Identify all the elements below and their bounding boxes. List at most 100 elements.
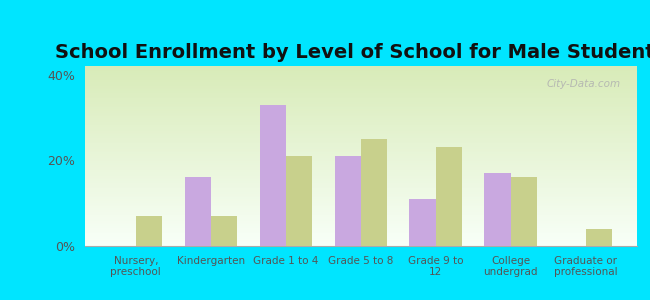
Bar (586, 229, 612, 246)
Bar (84, 79, 637, 80)
Bar (84, 151, 637, 152)
Bar (84, 210, 637, 212)
Bar (84, 109, 637, 111)
Bar (84, 118, 637, 120)
Bar (84, 104, 637, 106)
Bar (410, 199, 436, 246)
Bar (511, 177, 537, 246)
Bar (84, 185, 637, 187)
Bar (84, 226, 637, 228)
Bar (84, 244, 637, 246)
Bar (84, 212, 637, 214)
Bar (84, 190, 637, 192)
Bar (84, 172, 637, 174)
Bar (84, 237, 637, 239)
Bar (84, 214, 637, 215)
Bar (84, 223, 637, 224)
Bar (84, 160, 637, 161)
Bar (361, 139, 387, 246)
Bar (286, 156, 312, 246)
Bar (84, 95, 637, 97)
Bar (84, 201, 637, 203)
Text: City-Data.com: City-Data.com (546, 79, 620, 88)
Bar (84, 143, 637, 145)
Bar (84, 219, 637, 221)
Bar (84, 98, 637, 100)
Bar (84, 239, 637, 241)
Bar (84, 100, 637, 102)
Bar (84, 70, 637, 71)
Bar (136, 216, 162, 246)
Bar (84, 66, 637, 68)
Bar (84, 91, 637, 93)
Bar (84, 68, 637, 70)
Bar (84, 140, 637, 142)
Bar (84, 199, 637, 201)
Bar (335, 156, 361, 246)
Bar (84, 84, 637, 86)
Bar (84, 178, 637, 179)
Bar (84, 120, 637, 122)
Bar (84, 125, 637, 127)
Bar (84, 241, 637, 242)
Bar (211, 216, 237, 246)
Bar (84, 215, 637, 217)
Bar (84, 163, 637, 165)
Bar (84, 206, 637, 208)
Bar (84, 73, 637, 75)
Bar (84, 86, 637, 88)
Bar (84, 224, 637, 226)
Bar (84, 149, 637, 151)
Bar (84, 208, 637, 210)
Bar (84, 233, 637, 235)
Bar (84, 77, 637, 79)
Bar (84, 197, 637, 199)
Bar (84, 221, 637, 223)
Bar (84, 113, 637, 115)
Bar (84, 170, 637, 172)
Bar (84, 88, 637, 89)
Bar (84, 188, 637, 190)
Bar (84, 174, 637, 176)
Bar (84, 167, 637, 169)
Bar (84, 124, 637, 125)
Bar (84, 122, 637, 124)
Bar (84, 242, 637, 244)
Bar (84, 127, 637, 129)
Bar (84, 129, 637, 131)
Bar (84, 194, 637, 196)
Bar (84, 111, 637, 113)
Bar (84, 154, 637, 156)
Bar (84, 142, 637, 143)
Bar (84, 165, 637, 167)
Bar (259, 105, 286, 246)
Bar (84, 93, 637, 95)
Bar (84, 80, 637, 82)
Bar (84, 82, 637, 84)
Bar (84, 179, 637, 181)
Bar (84, 116, 637, 118)
Bar (84, 136, 637, 138)
Bar (84, 106, 637, 107)
Bar (84, 107, 637, 109)
Bar (84, 176, 637, 178)
Bar (84, 102, 637, 104)
Bar (84, 138, 637, 140)
Bar (84, 235, 637, 237)
Bar (84, 71, 637, 73)
Bar (84, 97, 637, 98)
Bar (84, 217, 637, 219)
Bar (84, 203, 637, 205)
Bar (84, 131, 637, 133)
Bar (84, 196, 637, 197)
Bar (84, 89, 637, 91)
Bar (84, 152, 637, 154)
Title: School Enrollment by Level of School for Male Students: School Enrollment by Level of School for… (55, 43, 650, 62)
Bar (84, 75, 637, 77)
Bar (84, 145, 637, 147)
Bar (84, 156, 637, 158)
Bar (84, 134, 637, 136)
Bar (84, 205, 637, 206)
Bar (84, 158, 637, 160)
Bar (84, 115, 637, 116)
